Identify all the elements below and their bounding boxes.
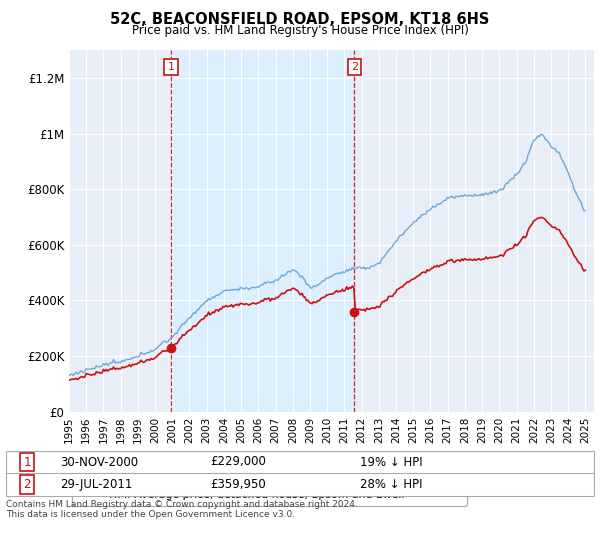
Text: 19% ↓ HPI: 19% ↓ HPI bbox=[360, 455, 422, 469]
Text: 29-JUL-2011: 29-JUL-2011 bbox=[60, 478, 133, 491]
Text: 2: 2 bbox=[351, 62, 358, 72]
Text: 1: 1 bbox=[23, 455, 31, 469]
Text: 2: 2 bbox=[23, 478, 31, 491]
Text: Price paid vs. HM Land Registry's House Price Index (HPI): Price paid vs. HM Land Registry's House … bbox=[131, 24, 469, 36]
Bar bbox=[171, 50, 355, 412]
Text: £229,000: £229,000 bbox=[210, 455, 266, 469]
Text: Contains HM Land Registry data © Crown copyright and database right 2024.
This d: Contains HM Land Registry data © Crown c… bbox=[6, 500, 358, 519]
Text: 1: 1 bbox=[167, 62, 175, 72]
Legend: 52C, BEACONSFIELD ROAD, EPSOM, KT18 6HS (detached house), HPI: Average price, de: 52C, BEACONSFIELD ROAD, EPSOM, KT18 6HS … bbox=[72, 468, 467, 506]
Text: 28% ↓ HPI: 28% ↓ HPI bbox=[360, 478, 422, 491]
Text: 30-NOV-2000: 30-NOV-2000 bbox=[60, 455, 138, 469]
Text: £359,950: £359,950 bbox=[210, 478, 266, 491]
Text: 52C, BEACONSFIELD ROAD, EPSOM, KT18 6HS: 52C, BEACONSFIELD ROAD, EPSOM, KT18 6HS bbox=[110, 12, 490, 27]
